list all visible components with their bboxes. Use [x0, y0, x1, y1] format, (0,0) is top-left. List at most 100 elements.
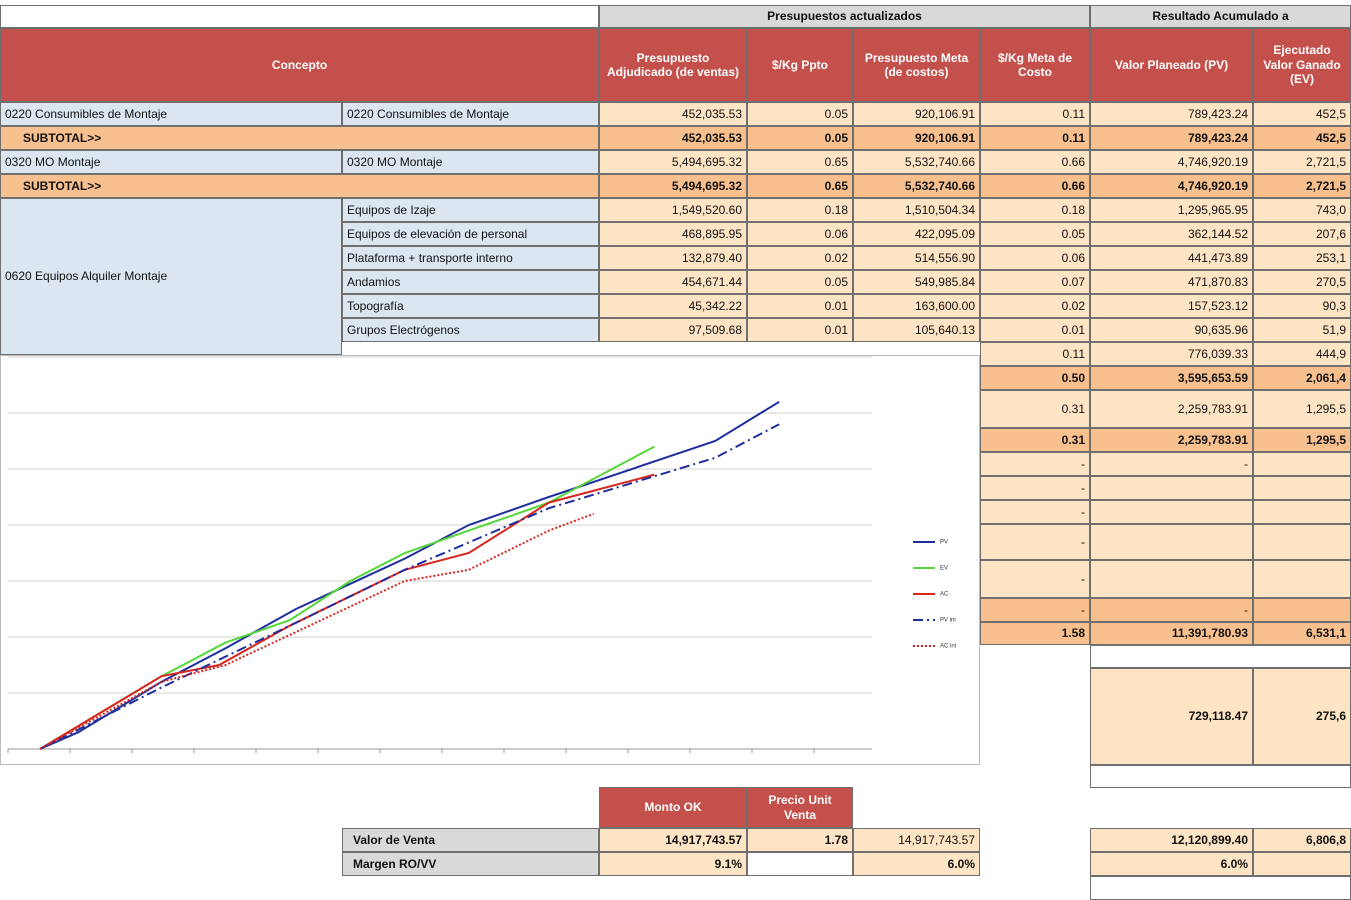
value-cell: 45,342.22	[599, 294, 747, 318]
value-cell: 0.06	[980, 246, 1090, 270]
chart-frame	[1, 356, 980, 765]
value-cell	[1090, 500, 1253, 524]
value-cell: 5,532,740.66	[853, 150, 980, 174]
value-cell: 776,039.33	[1090, 342, 1253, 366]
row-label: Topografía	[342, 294, 599, 318]
value-cell: 0.07	[980, 270, 1090, 294]
row-label: Plataforma + transporte interno	[342, 246, 599, 270]
value-cell	[1253, 500, 1351, 524]
row-label: Equipos de elevación de personal	[342, 222, 599, 246]
blank-cell	[1090, 765, 1351, 788]
value-cell: -	[980, 560, 1090, 598]
value-cell: 1,510,504.34	[853, 198, 980, 222]
blank-cell	[747, 852, 853, 876]
value-cell	[1090, 524, 1253, 560]
value-cell: 270,5	[1253, 270, 1351, 294]
value-cell: 0.05	[980, 222, 1090, 246]
value-cell: 90,635.96	[1090, 318, 1253, 342]
value-cell: 207,6	[1253, 222, 1351, 246]
column-header: Valor Planeado (PV)	[1090, 28, 1253, 102]
value-cell: 2,259,783.91	[1090, 390, 1253, 428]
value-cell	[1253, 560, 1351, 598]
value-cell: 0.05	[747, 126, 853, 150]
value-cell: 452,035.53	[599, 102, 747, 126]
value-cell: 5,494,695.32	[599, 174, 747, 198]
value-cell: 0.11	[980, 102, 1090, 126]
value-cell: 0.18	[747, 198, 853, 222]
column-header: Monto OK	[599, 787, 747, 828]
row-label: 0320 MO Montaje	[0, 150, 342, 174]
row-group-label: 0620 Equipos Alquiler Montaje	[0, 198, 342, 355]
value-cell: 549,985.84	[853, 270, 980, 294]
blank-cell	[0, 5, 599, 28]
value-cell: 0.11	[980, 342, 1090, 366]
value-cell: 51,9	[1253, 318, 1351, 342]
value-cell: 157,523.12	[1090, 294, 1253, 318]
value-cell: 2,259,783.91	[1090, 428, 1253, 452]
value-cell: 789,423.24	[1090, 102, 1253, 126]
column-header: Ejecutado Valor Ganado (EV)	[1253, 28, 1351, 102]
value-cell	[1253, 524, 1351, 560]
row-label: Andamios	[342, 270, 599, 294]
value-cell: 0.31	[980, 390, 1090, 428]
value-cell: 5,494,695.32	[599, 150, 747, 174]
value-cell: 105,640.13	[853, 318, 980, 342]
row-label: SUBTOTAL>>	[0, 174, 599, 198]
legend-label: PV ini	[940, 618, 956, 624]
value-cell: 743,0	[1253, 198, 1351, 222]
value-cell: 0.66	[980, 174, 1090, 198]
value-cell: 0.01	[747, 294, 853, 318]
legend-label: AC	[940, 592, 949, 598]
blank-cell	[1090, 876, 1351, 900]
group-header: Presupuestos actualizados	[599, 5, 1090, 28]
row-label: 0320 MO Montaje	[342, 150, 599, 174]
row-label: Margen RO/VV	[342, 852, 599, 876]
value-cell: 920,106.91	[853, 102, 980, 126]
value-cell	[1090, 476, 1253, 500]
value-cell: -	[1090, 598, 1253, 622]
value-cell	[1090, 560, 1253, 598]
value-cell: 452,5	[1253, 126, 1351, 150]
value-cell: 275,6	[1253, 668, 1351, 765]
value-cell: 3,595,653.59	[1090, 366, 1253, 390]
value-cell: 1,549,520.60	[599, 198, 747, 222]
value-cell: 2,721,5	[1253, 174, 1351, 198]
value-cell: -	[980, 598, 1090, 622]
column-header: Precio Unit Venta	[747, 787, 853, 828]
value-cell: 452,5	[1253, 102, 1351, 126]
value-cell: 6,531,1	[1253, 622, 1351, 645]
value-cell: 444,9	[1253, 342, 1351, 366]
chart: PVEVACPV iniAC ini	[0, 355, 980, 765]
value-cell: 468,895.95	[599, 222, 747, 246]
value-cell: 6.0%	[853, 852, 980, 876]
legend-label: AC ini	[940, 644, 956, 650]
value-cell: 1.78	[747, 828, 853, 852]
value-cell: 0.06	[747, 222, 853, 246]
value-cell: 11,391,780.93	[1090, 622, 1253, 645]
row-label: SUBTOTAL>>	[0, 126, 599, 150]
group-header: Resultado Acumulado a	[1090, 5, 1351, 28]
value-cell: 6,806,8	[1253, 828, 1351, 852]
value-cell: 2,721,5	[1253, 150, 1351, 174]
value-cell: 1,295,5	[1253, 428, 1351, 452]
value-cell: 0.31	[980, 428, 1090, 452]
value-cell: 97,509.68	[599, 318, 747, 342]
value-cell: 789,423.24	[1090, 126, 1253, 150]
value-cell: 0.05	[747, 270, 853, 294]
value-cell: 441,473.89	[1090, 246, 1253, 270]
value-cell: 0.01	[980, 318, 1090, 342]
value-cell: 0.11	[980, 126, 1090, 150]
value-cell: 454,671.44	[599, 270, 747, 294]
value-cell: 14,917,743.57	[853, 828, 980, 852]
row-label: Grupos Electrógenos	[342, 318, 599, 342]
column-header: Presupuesto Meta (de costos)	[853, 28, 980, 102]
value-cell: 0.02	[980, 294, 1090, 318]
value-cell: 1.58	[980, 622, 1090, 645]
value-cell: -	[980, 476, 1090, 500]
value-cell: 2,061,4	[1253, 366, 1351, 390]
value-cell: 6.0%	[1090, 852, 1253, 876]
column-header: $/Kg Meta de Costo	[980, 28, 1090, 102]
value-cell: 14,917,743.57	[599, 828, 747, 852]
value-cell	[1253, 476, 1351, 500]
value-cell: 471,870.83	[1090, 270, 1253, 294]
